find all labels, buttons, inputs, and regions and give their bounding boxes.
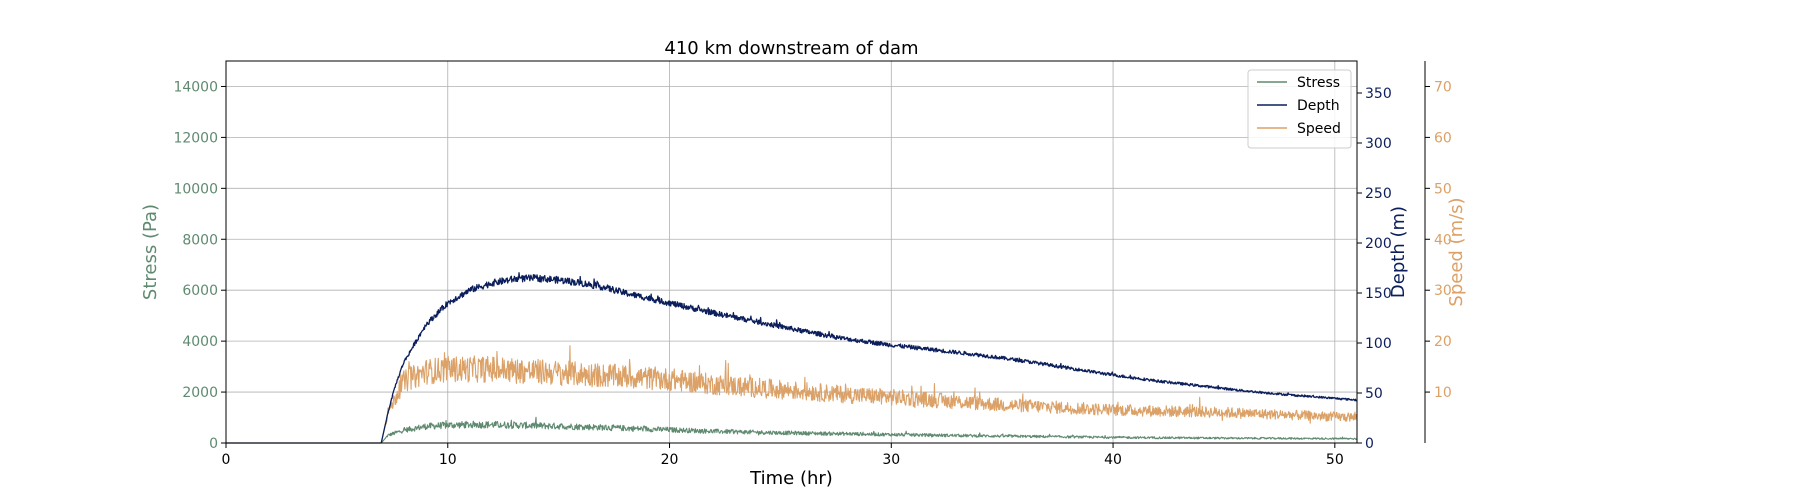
y-tick-label-stress: 14000 <box>173 79 218 95</box>
x-tick-label: 50 <box>1326 452 1344 468</box>
y-tick-label-depth: 50 <box>1365 386 1383 402</box>
y-tick-label-speed: 70 <box>1434 79 1452 95</box>
y-tick-label-stress: 2000 <box>182 385 218 401</box>
y-tick-label-speed: 40 <box>1434 232 1452 248</box>
chart-title: 410 km downstream of dam <box>664 38 918 59</box>
x-tick-label: 20 <box>661 452 679 468</box>
plot-frame <box>225 60 1358 444</box>
y-tick-label-depth: 350 <box>1365 86 1392 102</box>
y-tick-label-depth: 150 <box>1365 286 1392 302</box>
y-tick-label-stress: 12000 <box>173 130 218 146</box>
x-tick-label: 40 <box>1104 452 1122 468</box>
y-tick-label-depth: 250 <box>1365 186 1392 202</box>
y-tick-label-stress: 8000 <box>182 232 218 248</box>
y-tick-label-depth: 0 <box>1365 436 1374 452</box>
series-line-depth <box>225 272 1358 444</box>
y-axis-label-depth: Depth (m) <box>1388 206 1409 298</box>
legend: Stress Depth Speed <box>1247 69 1352 149</box>
series-layer <box>225 272 1358 444</box>
x-tick-label: 10 <box>439 452 457 468</box>
series-line-speed <box>225 345 1358 444</box>
legend-label-speed: Speed <box>1297 121 1341 137</box>
x-axis-label: Time (hr) <box>749 468 833 489</box>
series-line-stress <box>225 416 1358 444</box>
y-tick-label-speed: 60 <box>1434 130 1452 146</box>
y-tick-label-stress: 4000 <box>182 334 218 350</box>
y-tick-label-speed: 30 <box>1434 283 1452 299</box>
y-tick-label-stress: 6000 <box>182 283 218 299</box>
x-tick-label: 0 <box>222 452 231 468</box>
y-tick-label-speed: 50 <box>1434 181 1452 197</box>
legend-label-stress: Stress <box>1297 75 1340 91</box>
y-tick-label-stress: 10000 <box>173 181 218 197</box>
y-axis-label-speed: Speed (m/s) <box>1446 197 1467 306</box>
legend-label-depth: Depth <box>1297 98 1340 114</box>
y-axis-label-stress: Stress (Pa) <box>140 204 161 300</box>
y-tick-label-depth: 100 <box>1365 336 1392 352</box>
y-tick-label-depth: 300 <box>1365 136 1392 152</box>
axes: 0 10 20 30 40 5002000400060008000100001200014… <box>173 61 1452 468</box>
y-tick-label-stress: 0 <box>209 436 218 452</box>
x-tick-label: 30 <box>882 452 900 468</box>
y-tick-label-depth: 200 <box>1365 236 1392 252</box>
y-tick-label-speed: 10 <box>1434 385 1452 401</box>
y-tick-label-speed: 20 <box>1434 334 1452 350</box>
